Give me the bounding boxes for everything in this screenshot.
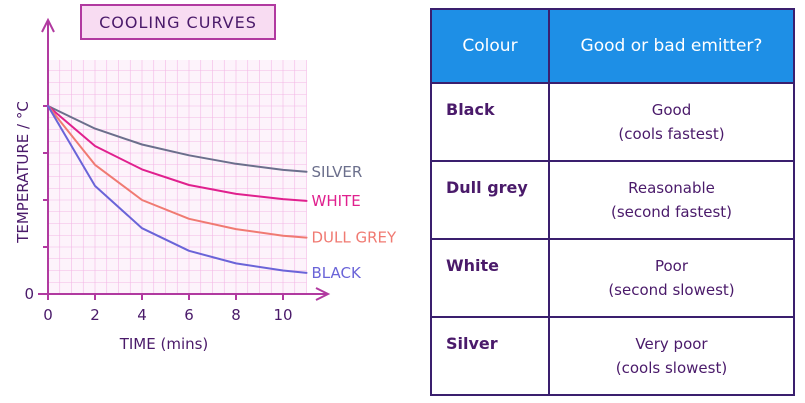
x-axis-arrow — [315, 287, 331, 301]
series-label: SILVER — [312, 163, 363, 181]
x-tick-label: 8 — [231, 306, 241, 324]
y-tick-label: 0 — [24, 285, 34, 303]
emitter-rating: Very poor — [635, 335, 708, 353]
y-axis-arrow — [41, 17, 55, 33]
emitter-rating: Good — [651, 101, 692, 119]
table-row: White Poor (second slowest) — [430, 238, 795, 318]
emitter-note: (cools fastest) — [618, 125, 725, 143]
cooling-curves-chart: 00 2 4 6 8 10 TIME (mins) TEMPERATURE / °C SILVE… — [14, 17, 398, 353]
y-axis-label: TEMPERATURE / °C — [14, 101, 32, 244]
emitter-note: (second fastest) — [610, 203, 733, 221]
header-emitter: Good or bad emitter? — [548, 8, 795, 84]
row-emitter: Good (cools fastest) — [548, 82, 795, 162]
row-colour: White — [430, 238, 550, 318]
row-emitter: Reasonable (second fastest) — [548, 160, 795, 240]
emitter-rating: Reasonable — [628, 179, 715, 197]
series-line — [47, 105, 308, 173]
x-tick-label: 10 — [273, 306, 292, 324]
x-tick-label: 0 — [43, 306, 53, 324]
row-emitter: Poor (second slowest) — [548, 238, 795, 318]
emitter-note: (second slowest) — [608, 281, 735, 299]
series-line — [47, 105, 308, 274]
row-emitter: Very poor (cools slowest) — [548, 316, 795, 396]
x-tick-label: 2 — [90, 306, 100, 324]
series-label: BLACK — [312, 264, 362, 282]
chart-title: COOLING CURVES — [80, 4, 276, 40]
emitter-table: Colour Good or bad emitter? Black Good (c… — [430, 8, 795, 396]
table-header-row: Colour Good or bad emitter? — [430, 8, 795, 84]
table-row: Dull grey Reasonable (second fastest) — [430, 160, 795, 240]
x-tick-label: 4 — [137, 306, 147, 324]
row-colour: Black — [430, 82, 550, 162]
header-colour: Colour — [430, 8, 550, 84]
series-line — [47, 105, 308, 202]
x-axis-label: TIME (mins) — [119, 335, 209, 353]
table-row: Silver Very poor (cools slowest) — [430, 316, 795, 396]
emitter-note: (cools slowest) — [615, 359, 728, 377]
series-label: WHITE — [312, 192, 361, 210]
row-colour: Dull grey — [430, 160, 550, 240]
series-label: DULL GREY — [312, 229, 398, 247]
table-row: Black Good (cools fastest) — [430, 82, 795, 162]
x-tick-label: 6 — [184, 306, 194, 324]
series-line — [47, 105, 308, 239]
emitter-rating: Poor — [654, 257, 689, 275]
row-colour: Silver — [430, 316, 550, 396]
